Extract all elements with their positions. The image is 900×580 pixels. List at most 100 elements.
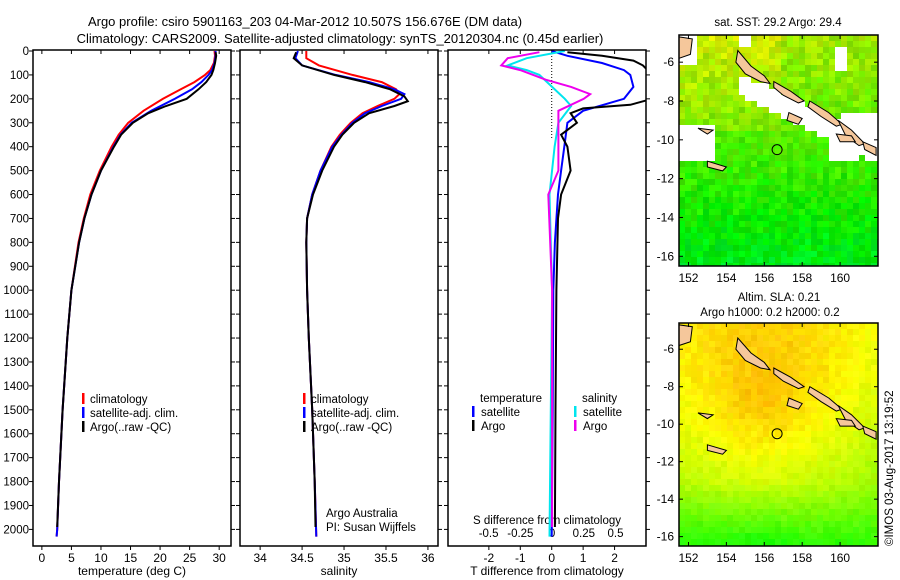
map-cell [703,443,709,449]
map-cell [679,437,685,443]
map-cell [847,197,853,203]
map-cell [709,491,715,497]
map-cell [739,137,745,143]
map-cell [847,497,853,503]
map-cell [853,149,859,155]
map-cell [697,353,703,359]
map-cell [847,125,853,131]
map-cell [781,407,787,413]
map-cell [769,245,775,251]
map-cell [685,119,691,125]
map-cell [799,119,805,125]
map-cell [871,143,877,149]
map-cell [859,239,865,245]
map-cell [793,455,799,461]
map-cell [823,443,829,449]
map-cell [721,395,727,401]
map-cell [775,167,781,173]
map-cell [775,95,781,101]
map-cell [835,209,841,215]
map-cell [859,407,865,413]
map-cell [859,173,865,179]
map-cell [703,359,709,365]
map-cell [697,113,703,119]
map-cell [697,515,703,521]
map-cell [709,227,715,233]
map-cell [793,101,799,107]
map-cell [709,59,715,65]
map-cell [871,203,877,209]
s-tick-label: -0.5 [479,528,499,540]
map-cell [847,353,853,359]
map-cell [823,215,829,221]
map-cell [751,227,757,233]
map-cell [829,47,835,53]
map-cell [757,323,763,329]
map-cell [859,119,865,125]
map-cell [829,485,835,491]
map-cell [793,185,799,191]
map-cell [739,95,745,101]
map-cell [775,359,781,365]
x-tick-label: -2 [484,551,495,565]
map-cell [775,47,781,53]
map-cell [793,161,799,167]
map-cell [775,59,781,65]
map-cell [679,95,685,101]
map-cell [871,89,877,95]
map-cell [805,479,811,485]
map-cell [703,377,709,383]
map-cell [727,329,733,335]
map-cell [865,215,871,221]
island [835,417,857,427]
map-cell [697,173,703,179]
x-axis-label: temperature (deg C) [78,564,186,578]
map-cell [691,359,697,365]
map-cell [799,65,805,71]
map-cell [679,77,685,83]
map-cell [787,185,793,191]
map-cell [823,185,829,191]
map-cell [697,377,703,383]
map-cell [775,239,781,245]
map-cell [715,401,721,407]
map-cell [829,383,835,389]
map-cell [817,365,823,371]
map-cell [805,71,811,77]
map-cell [745,245,751,251]
map-cell [775,455,781,461]
map-cell [775,209,781,215]
map-cell [775,221,781,227]
map-cell [679,65,685,71]
map-cell [841,449,847,455]
map-cell [757,209,763,215]
map-cell [817,191,823,197]
map-cell [811,71,817,77]
map-cell [751,413,757,419]
map-cell [787,47,793,53]
map-cell [721,47,727,53]
map-cell [757,191,763,197]
map-cell [793,479,799,485]
map-cell [805,491,811,497]
lon-tick-label: 154 [716,271,736,285]
map-cell [787,467,793,473]
map-cell [721,95,727,101]
map-cell [691,455,697,461]
map-cell [733,359,739,365]
map-cell [859,101,865,107]
map-cell [811,449,817,455]
map-cell [757,65,763,71]
map-cell [727,371,733,377]
map-cell [787,329,793,335]
map-cell [793,107,799,113]
map-cell [703,509,709,515]
map-cell [739,455,745,461]
map-cell [727,443,733,449]
map-cell [745,197,751,203]
map-cell [709,329,715,335]
map-cell [853,473,859,479]
map-cell [727,53,733,59]
map-cell [799,515,805,521]
map-cell [769,77,775,83]
